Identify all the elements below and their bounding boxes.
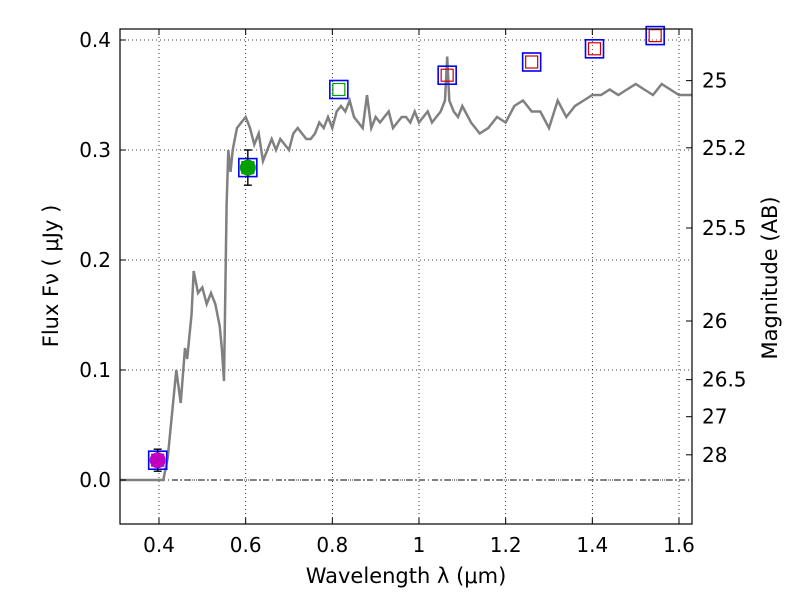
- axis-ticks: 0.4 0.6 0.8 1 1.2 1.4 1.6 0.0 0.1 0.2 0.3 0.4 25 25.2…: [79, 28, 746, 557]
- model-flux-square: [584, 38, 605, 59]
- x-tick-label: 1: [413, 533, 426, 557]
- model-flux-inner-square: [525, 55, 539, 69]
- x-tick-label: 1.6: [663, 533, 695, 557]
- model-flux-square: [521, 52, 542, 72]
- observed-flux-point: [239, 159, 256, 176]
- model-flux-square: [329, 79, 349, 100]
- model-flux-square: [437, 65, 457, 85]
- x-axis-label: Wavelength λ (μm): [306, 564, 507, 588]
- y-tick-label: 0.3: [79, 138, 111, 162]
- plot-frame: [119, 28, 693, 525]
- x-tick-label: 0.4: [143, 533, 175, 557]
- magnitude-tick-label: 25: [702, 69, 727, 93]
- magnitude-tick-label: 28: [702, 443, 727, 467]
- model-flux-inner-square: [587, 42, 602, 56]
- observed-flux-point: [149, 452, 166, 469]
- model-flux-square: [645, 25, 665, 46]
- model-flux-inner-square: [332, 82, 346, 97]
- magnitude-tick-label: 25.2: [702, 136, 747, 160]
- model-flux-inner-square: [440, 68, 454, 82]
- model-spectrum-line: [120, 56, 692, 482]
- grid: [120, 29, 692, 524]
- model-flux-inner-square: [648, 29, 662, 43]
- x-tick-label: 0.6: [230, 533, 262, 557]
- x-tick-label: 0.8: [316, 533, 348, 557]
- y-tick-label: 0.2: [79, 248, 111, 272]
- magnitude-axis-label: Magnitude (AB): [758, 196, 782, 359]
- magnitude-tick-label: 26.5: [702, 368, 747, 392]
- x-tick-label: 1.2: [490, 533, 522, 557]
- magnitude-tick-label: 26: [702, 309, 727, 333]
- y-axis-label: Flux Fν ( μJy ): [39, 205, 63, 348]
- y-tick-label: 0.1: [79, 358, 111, 382]
- magnitude-tick-label: 25.5: [702, 216, 747, 240]
- x-tick-label: 1.4: [576, 533, 608, 557]
- magnitude-tick-label: 27: [702, 405, 727, 429]
- y-tick-label: 0.4: [79, 28, 111, 52]
- y-tick-label: 0.0: [79, 468, 111, 492]
